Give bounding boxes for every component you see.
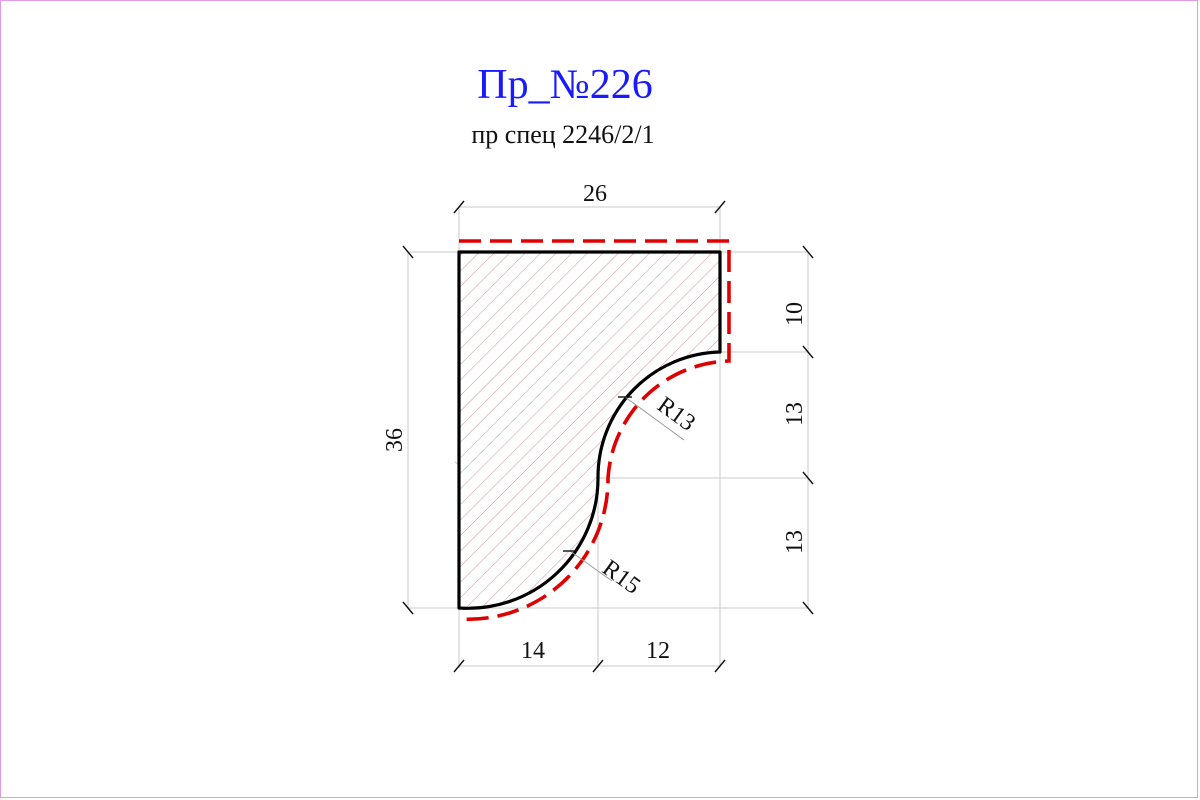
dim-right-middle: 13 <box>782 402 808 426</box>
dim-right-top: 10 <box>782 302 808 326</box>
drawing-subtitle: пр спец 2246/2/1 <box>471 120 654 149</box>
dimension-ticks <box>402 200 814 673</box>
radius-upper-label: R13 <box>652 392 700 437</box>
radius-lower-label: R15 <box>597 555 645 600</box>
dim-bottom-left: 14 <box>521 638 545 664</box>
drawing-title: Пр_№226 <box>477 62 652 108</box>
radius-leaders <box>563 396 685 582</box>
dim-top-width: 26 <box>583 181 607 207</box>
dim-left-height: 36 <box>382 428 408 452</box>
dim-right-bottom: 13 <box>782 530 808 554</box>
profile-section <box>457 250 722 610</box>
dim-bottom-right: 12 <box>646 638 670 664</box>
cover-line <box>458 239 731 622</box>
